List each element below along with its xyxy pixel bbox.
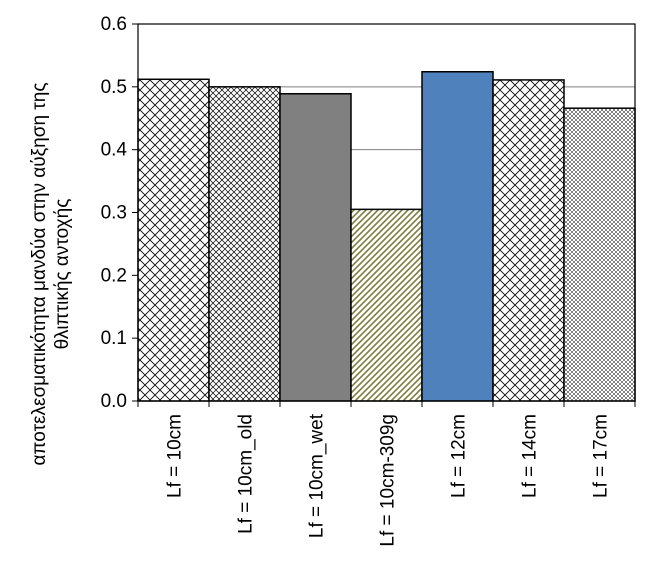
bar-1 (137, 78, 210, 402)
y-axis-title-line-2: θλιπτικής αντοχής (52, 199, 73, 350)
x-tick-labels: Lf = 10cm Lf = 10cm_old Lf = 10cm_wet Lf = … (137, 401, 636, 547)
y-axis (132, 23, 138, 402)
x-tick-label: Lf = 10cm (165, 414, 186, 498)
x-tick-label: Lf = 10cm_wet (307, 413, 328, 538)
y-axis-title-line-1: αποτελεσματικότητα μανδύα στην αύξηση τη… (29, 82, 50, 465)
bars (137, 71, 636, 402)
bar-2 (208, 86, 281, 402)
y-tick-label: 0.2 (101, 265, 127, 286)
bar-7 (563, 107, 636, 402)
bar-6 (492, 79, 565, 402)
x-tick-label: Lf = 14cm (520, 414, 541, 498)
y-tick-labels: 0.0 0.1 0.2 0.3 0.4 0.5 0.6 (101, 14, 128, 412)
y-tick-label: 0.1 (101, 328, 127, 349)
bar-5 (421, 71, 494, 402)
y-tick-label: 0.5 (101, 77, 127, 98)
y-tick-label: 0.4 (101, 140, 128, 161)
x-tick-label: Lf = 17cm (591, 414, 612, 498)
y-tick-label: 0.3 (101, 203, 127, 224)
bar-3 (279, 92, 352, 402)
y-axis-title: αποτελεσματικότητα μανδύα στην αύξηση τη… (29, 82, 73, 465)
y-tick-label: 0.0 (101, 391, 127, 412)
x-tick-label: Lf = 10cm-309g (378, 414, 399, 547)
x-tick-label: Lf = 12cm (449, 414, 470, 498)
y-tick-label: 0.6 (101, 14, 127, 35)
bar-4 (350, 208, 423, 402)
x-tick-label: Lf = 10cm_old (236, 414, 257, 534)
